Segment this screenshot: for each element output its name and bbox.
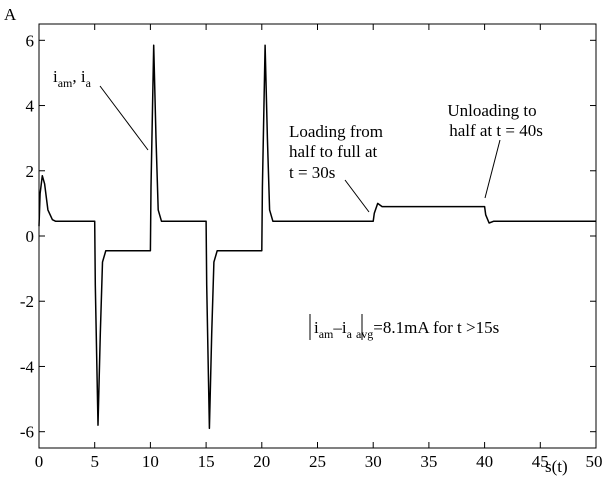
loading-annotation-line-2: half to full at <box>289 142 378 161</box>
axis-ticks <box>38 24 597 448</box>
error-annotation: iam–ia avg=8.1mA for t >15s <box>314 318 499 341</box>
x-tick-label: 20 <box>253 452 270 471</box>
loading-annotation-line-1: Loading from <box>289 122 383 141</box>
y-tick-label: 4 <box>26 97 35 116</box>
x-tick-label: 10 <box>142 452 159 471</box>
x-tick-label: 50 <box>586 452 603 471</box>
unloading-pointer <box>484 139 501 199</box>
series-label-pointer <box>99 85 149 151</box>
y-tick-label: -2 <box>20 292 34 311</box>
y-tick-label: -6 <box>20 423 34 442</box>
unloading-annotation-line-1: Unloading to <box>447 101 536 120</box>
x-tick-label: 5 <box>90 452 99 471</box>
loading-pointer <box>344 179 370 213</box>
x-tick-label: 0 <box>35 452 44 471</box>
series-line-current <box>38 44 596 430</box>
loading-annotation-line-3: t = 30s <box>289 163 335 182</box>
unloading-annotation-line-2: half at t = 40s <box>449 121 543 140</box>
plot-frame <box>38 23 597 449</box>
y-axis-label: A <box>4 5 17 24</box>
y-tick-label: 0 <box>26 227 35 246</box>
x-tick-label: 45 <box>532 452 549 471</box>
series-label-annotation: iam, ia <box>53 67 92 90</box>
x-axis-label: s(t) <box>545 457 568 476</box>
x-tick-label: 15 <box>198 452 215 471</box>
x-tick-label: 30 <box>365 452 382 471</box>
x-tick-label: 35 <box>420 452 437 471</box>
y-tick-label: -4 <box>20 357 35 376</box>
y-tick-label: 6 <box>26 31 35 50</box>
x-tick-label: 40 <box>476 452 493 471</box>
x-tick-label: 25 <box>309 452 326 471</box>
y-tick-label: 2 <box>26 162 35 181</box>
